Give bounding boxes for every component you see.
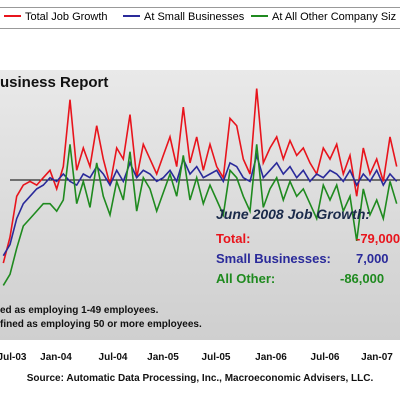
x-tick-label: Jan-04 xyxy=(40,352,72,363)
x-tick-label: Jan-05 xyxy=(147,352,179,363)
legend-item-total: Total Job Growth xyxy=(4,11,108,25)
legend-item-small: At Small Businesses xyxy=(123,11,244,25)
legend-label-other: At All Other Company Siz xyxy=(272,11,397,23)
legend: Total Job Growth At Small Businesses At … xyxy=(0,7,400,29)
x-tick-label: Jan-06 xyxy=(255,352,287,363)
legend-swatch-other xyxy=(251,15,268,18)
legend-swatch-small xyxy=(123,15,140,18)
legend-item-other: At All Other Company Siz xyxy=(251,11,396,25)
legend-swatch-total xyxy=(4,15,21,18)
legend-label-small: At Small Businesses xyxy=(144,11,245,23)
report-title: usiness Report xyxy=(0,74,109,91)
summary-total-value: -79,000 xyxy=(356,231,400,246)
footnote-small: ed as employing 1-49 employees. xyxy=(0,305,159,316)
x-tick-label: Jul-04 xyxy=(98,352,128,363)
x-tick-label: Jul-06 xyxy=(310,352,340,363)
x-tick-label: Jul-03 xyxy=(0,352,27,363)
x-tick-label: Jul-05 xyxy=(201,352,231,363)
summary-small-value: 7,000 xyxy=(356,251,389,266)
plot-panel xyxy=(0,70,400,340)
source-note: Source: Automatic Data Processing, Inc.,… xyxy=(26,373,374,384)
footnote-other: fined as employing 50 or more employees. xyxy=(0,319,202,330)
summary-total-label: Total: xyxy=(216,231,251,246)
summary-small-label: Small Businesses: xyxy=(216,251,331,266)
series-line-total xyxy=(2,88,398,264)
summary-title: June 2008 Job Growth: xyxy=(216,206,371,222)
summary-other-label: All Other: xyxy=(216,271,276,286)
summary-other-value: -86,000 xyxy=(340,271,385,286)
series-line-other xyxy=(2,144,398,286)
x-tick-label: Jan-07 xyxy=(361,352,393,363)
legend-label-total: Total Job Growth xyxy=(25,11,108,23)
series-line-small-business xyxy=(2,152,398,257)
